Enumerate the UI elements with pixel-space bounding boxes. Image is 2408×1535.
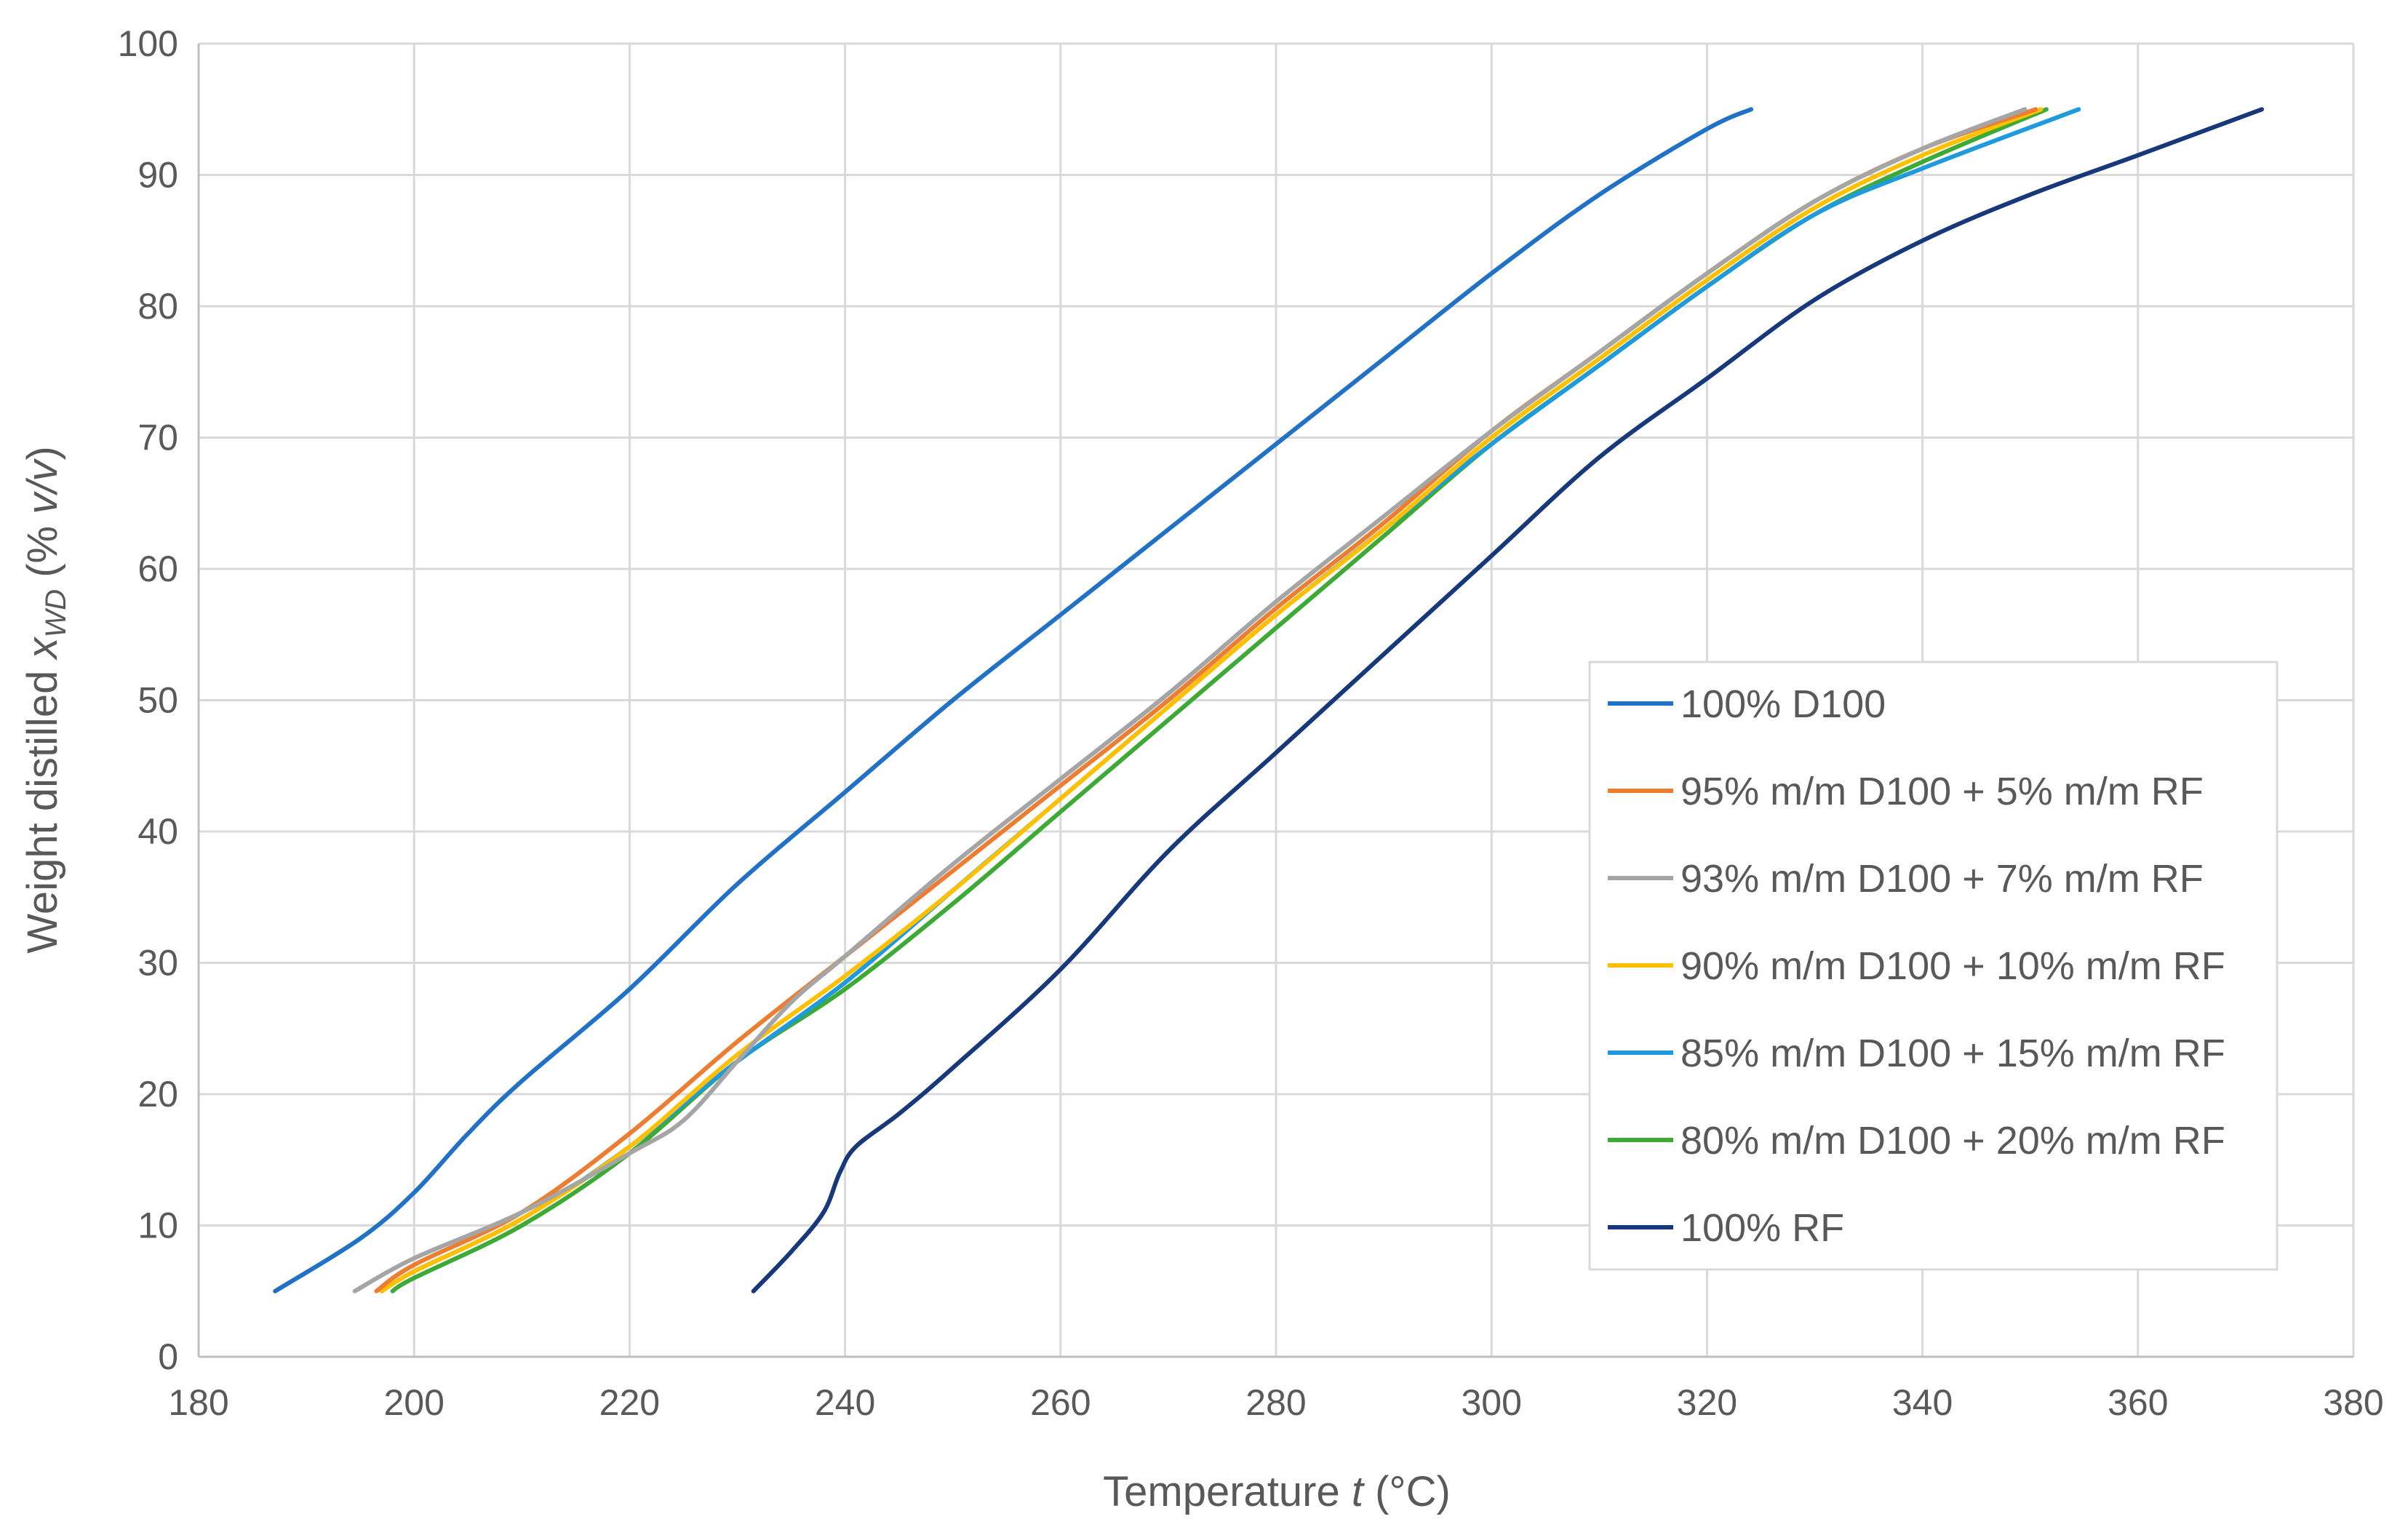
x-axis-title: Temperature t (°C) — [1103, 1468, 1451, 1515]
y-tick-label: 10 — [137, 1205, 178, 1246]
y-axis-title-sub: WD — [40, 589, 72, 638]
series-line-7 — [751, 107, 2265, 1293]
y-axis-title-suffix-var: v/v — [19, 458, 66, 514]
x-tick-label: 340 — [1892, 1382, 1953, 1423]
x-tick-label: 200 — [383, 1382, 444, 1423]
legend-label: 85% m/m D100 + 15% m/m RF — [1681, 1032, 2225, 1075]
y-tick-label: 100 — [118, 23, 178, 64]
y-tick-label: 30 — [137, 943, 178, 984]
legend-label: 80% m/m D100 + 20% m/m RF — [1681, 1119, 2225, 1163]
legend-label: 93% m/m D100 + 7% m/m RF — [1681, 857, 2204, 901]
legend-box — [1588, 661, 2279, 1271]
tick-labels: 0 10 20 30 40 50 60 70 80 90 100 180 200 220 240 260 280… — [118, 23, 2384, 1423]
x-axis-title-prefix: Temperature — [1103, 1468, 1352, 1515]
y-tick-label: 70 — [137, 418, 178, 458]
x-tick-label: 220 — [599, 1382, 660, 1423]
y-axis-title-prefix: Weight distilled — [19, 659, 66, 954]
y-tick-label: 60 — [137, 549, 178, 589]
legend-label: 95% m/m D100 + 5% m/m RF — [1681, 770, 2204, 813]
series-line-4 — [379, 107, 2044, 1293]
y-axis-title: Weight distilled xWD (% v/v) — [19, 446, 72, 953]
y-tick-label: 90 — [137, 155, 178, 196]
x-tick-label: 260 — [1030, 1382, 1091, 1423]
y-axis-title-var: x — [19, 637, 66, 661]
x-axis-title-suffix: (°C) — [1363, 1468, 1451, 1515]
y-tick-label: 20 — [137, 1074, 178, 1115]
y-tick-label: 40 — [137, 811, 178, 852]
x-tick-label: 300 — [1461, 1382, 1521, 1423]
y-tick-label: 50 — [137, 680, 178, 721]
legend: 100% D100 95% m/m D100 + 5% m/m RF 93% m/m… — [1588, 661, 2279, 1271]
y-tick-label: 0 — [158, 1336, 178, 1377]
x-axis-title-var: t — [1352, 1468, 1366, 1515]
series-line-3 — [352, 107, 2028, 1293]
axes — [197, 44, 2353, 1358]
x-tick-label: 180 — [168, 1382, 228, 1423]
x-tick-label: 320 — [1677, 1382, 1737, 1423]
y-axis-title-suffix-open: (% — [19, 514, 66, 589]
series-layer — [273, 107, 2265, 1293]
legend-label: 100% D100 — [1681, 682, 1886, 726]
legend-label: 100% RF — [1681, 1206, 1844, 1250]
x-tick-label: 360 — [2108, 1382, 2168, 1423]
legend-label: 90% m/m D100 + 10% m/m RF — [1681, 944, 2225, 988]
x-tick-label: 240 — [815, 1382, 875, 1423]
series-line-1 — [273, 107, 1754, 1293]
x-tick-label: 280 — [1245, 1382, 1306, 1423]
y-tick-label: 80 — [137, 286, 178, 327]
x-tick-label: 380 — [2323, 1382, 2383, 1423]
y-axis-title-suffix-close: ) — [19, 446, 66, 460]
